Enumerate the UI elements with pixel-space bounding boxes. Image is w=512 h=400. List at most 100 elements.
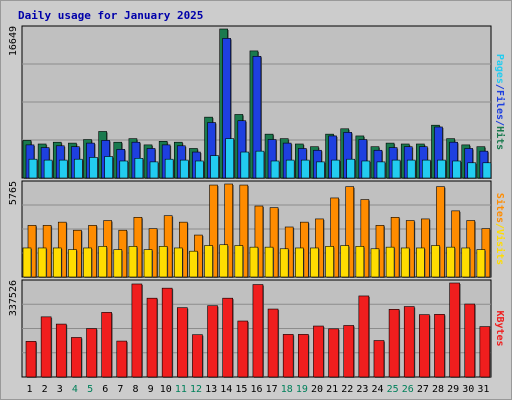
sites-visits-visits-bar-30 [461,247,471,278]
hits-files-pages-legend-part-0: Pages [494,54,505,84]
kbytes-kbytes-bar-2 [40,316,52,378]
kbytes-kbytes-bar-22 [343,325,355,378]
kbytes-kbytes-bar-31 [479,326,491,378]
sites-visits-visits-bar-11 [173,247,183,278]
x-tick-label-1: 1 [27,384,33,395]
sites-visits-visits-bar-15 [234,245,244,278]
kbytes-kbytes-bar-21 [328,328,339,378]
x-tick-label-19: 19 [296,384,308,395]
x-tick-label-24: 24 [372,384,384,395]
hits-files-pages-pages-bar-6 [104,156,113,179]
kbytes-kbytes-bar-5 [86,328,97,378]
kbytes-kbytes-bar-23 [358,295,370,378]
x-tick-label-23: 23 [356,384,368,395]
kbytes-kbytes-bar-27 [419,314,430,378]
hits-files-pages-pages-bar-10 [164,158,174,179]
x-tick-label-2: 2 [42,384,48,395]
chart-title: Daily usage for January 2025 [18,9,203,22]
x-tick-label-12: 12 [190,384,202,395]
x-tick-label-14: 14 [220,384,232,395]
hits-files-pages-legend-part-1: / [494,84,505,90]
hits-files-pages-pages-bar-14 [225,138,234,179]
hits-files-pages-pages-bar-17 [270,160,280,179]
hits-files-pages-pages-bar-12 [195,160,204,179]
hits-files-pages-pages-bar-3 [58,159,68,179]
kbytes-kbytes-bar-20 [313,325,324,378]
sites-visits-visits-bar-17 [264,246,274,278]
x-tick-label-5: 5 [87,384,93,395]
kbytes-kbytes-bar-8 [131,283,143,378]
hits-files-pages-pages-bar-20 [316,161,325,179]
kbytes-kbytes-bar-12 [192,334,203,378]
kbytes-kbytes-bar-6 [101,312,112,378]
sites-visits-visits-bar-8 [128,246,138,278]
sites-visits-visits-bar-4 [68,249,77,278]
sites-visits-visits-bar-6 [98,246,107,278]
hits-files-pages-pages-bar-7 [119,160,129,179]
hits-files-pages-pages-bar-2 [43,159,53,179]
sites-visits-visits-bar-24 [370,248,380,278]
kbytes-kbytes-bar-29 [449,282,460,378]
sites-visits-visits-bar-28 [431,245,440,278]
x-tick-label-6: 6 [102,384,108,395]
kbytes-legend-part-0: KBytes [494,310,505,346]
sites-visits-visits-bar-27 [416,247,425,278]
x-tick-label-9: 9 [148,384,154,395]
x-tick-label-10: 10 [160,384,172,395]
kbytes-kbytes-bar-28 [434,314,445,378]
x-tick-label-18: 18 [281,384,293,395]
hits-files-pages-pages-bar-19 [301,159,310,179]
hits-files-pages-pages-bar-15 [240,151,250,179]
hits-files-pages-pages-bar-24 [376,161,386,179]
x-tick-label-28: 28 [432,384,444,395]
kbytes-kbytes-bar-3 [55,323,67,378]
hits-files-pages-pages-bar-21 [331,159,340,179]
kbytes-kbytes-bar-14 [222,297,233,378]
sites-visits-visits-bar-26 [400,247,410,278]
hits-files-pages-pages-bar-29 [452,160,461,179]
hits-files-pages-pages-bar-27 [422,159,431,179]
x-tick-label-31: 31 [477,384,489,395]
sites-visits-visits-bar-1 [22,247,32,278]
x-tick-label-3: 3 [57,384,63,395]
sites-visits-visits-bar-29 [446,246,455,278]
x-tick-label-8: 8 [132,384,138,395]
kbytes-kbytes-bar-30 [464,303,476,378]
hits-files-pages-pages-bar-4 [74,158,83,179]
hits-files-pages-pages-bar-16 [255,150,265,179]
sites-visits-visits-bar-25 [385,246,395,278]
sites-visits-legend-part-1: / [494,223,505,229]
x-tick-label-17: 17 [266,384,278,395]
sites-visits-visits-bar-13 [204,245,213,278]
x-tick-label-29: 29 [447,384,459,395]
kbytes-kbytes-bar-25 [388,309,400,378]
sites-visits-visits-bar-2 [37,247,47,278]
hits-files-pages-legend-part-3: / [494,120,505,126]
x-tick-label-27: 27 [417,384,429,395]
hits-files-pages-pages-bar-26 [406,159,416,179]
x-tick-label-13: 13 [205,384,217,395]
hits-files-pages-pages-bar-28 [437,159,446,179]
x-tick-label-15: 15 [235,384,247,395]
sites-visits-visits-bar-21 [325,246,334,278]
sites-visits-visits-bar-22 [340,245,350,278]
kbytes-kbytes-bar-4 [71,337,82,378]
kbytes-kbytes-bar-24 [373,340,385,378]
hits-files-pages-pages-bar-9 [149,161,159,179]
kbytes-kbytes-bar-15 [237,320,249,378]
x-tick-label-22: 22 [341,384,353,395]
kbytes-kbytes-bar-7 [116,340,128,378]
sites-visits-legend-part-2: Visits [494,229,506,265]
hits-files-pages-ymax-label: 16649 [8,26,19,56]
sites-visits-ymax-label: 5765 [8,181,19,205]
kbytes-kbytes-bar-26 [403,306,415,378]
hits-files-pages-pages-bar-22 [346,158,356,179]
x-tick-label-7: 7 [117,384,123,395]
hits-files-pages-legend-part-2: Files [494,90,506,120]
hits-files-pages-legend: Pages/Files/Hits [494,54,506,150]
sites-visits-legend-part-0: Sites [494,193,506,223]
kbytes-kbytes-bar-10 [161,287,173,378]
sites-visits-visits-bar-7 [113,249,123,278]
hits-files-pages-pages-bar-11 [179,159,189,179]
